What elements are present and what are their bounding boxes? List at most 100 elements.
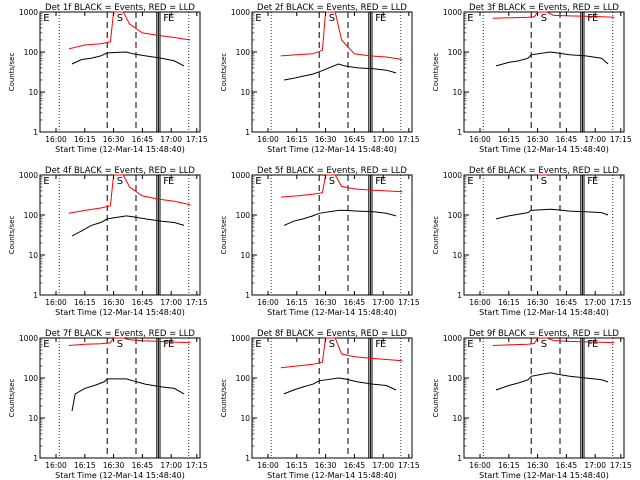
event-marker-label: S (329, 176, 335, 187)
y-axis-label: Counts/sec (220, 379, 228, 418)
x-tick-label: 16:15 (74, 461, 96, 470)
event-marker-label: E (592, 13, 598, 24)
event-marker-label: F (587, 339, 593, 350)
panel-title: Det 5f BLACK = Events, RED = LLD (257, 166, 407, 176)
x-tick-label: 16:45 (556, 461, 578, 470)
x-tick-label: 16:30 (527, 298, 549, 307)
x-tick-label: 17:00 (160, 135, 182, 144)
y-axis-label: Counts/sec (220, 216, 228, 255)
x-tick-label: 16:15 (498, 135, 520, 144)
lld-series-line (280, 174, 403, 198)
y-tick-label: 1000 (231, 8, 250, 17)
x-tick-label: 17:15 (398, 461, 420, 470)
x-axis-label: Start Time (12-Mar-14 15:48:40) (55, 308, 185, 317)
y-tick-label: 100 (24, 48, 39, 57)
x-tick-label: 17:00 (584, 135, 606, 144)
panel-det-8: Det 8f BLACK = Events, RED = LLD 1 10 100 10… (220, 329, 420, 480)
y-axis-label: Counts/sec (432, 53, 440, 92)
x-axis-label: Start Time (12-Mar-14 15:48:40) (479, 145, 609, 154)
x-tick-label: 17:00 (160, 461, 182, 470)
event-marker-label: S (541, 176, 547, 187)
plot-frame (39, 174, 201, 296)
event-marker-label: F (163, 339, 169, 350)
x-tick-label: 16:45 (344, 461, 366, 470)
x-tick-label: 16:45 (344, 135, 366, 144)
y-tick-label: 100 (448, 374, 463, 383)
event-marker-label: S (541, 339, 547, 350)
event-marker-label: E (592, 176, 598, 187)
plot-frame (251, 174, 413, 296)
lld-series-line (68, 337, 191, 346)
panel-det-5: Det 5f BLACK = Events, RED = LLD 1 10 100 10… (220, 166, 420, 317)
y-tick-label: 1000 (443, 334, 462, 343)
x-tick-label: 16:45 (132, 298, 154, 307)
panel-title: Det 7f BLACK = Events, RED = LLD (45, 329, 195, 339)
y-axis-label: Counts/sec (432, 216, 440, 255)
x-tick-label: 16:15 (286, 461, 308, 470)
x-tick-label: 17:15 (398, 135, 420, 144)
event-marker-label: E (43, 13, 49, 24)
y-tick-label: 1 (457, 128, 462, 137)
x-tick-label: 16:30 (315, 461, 337, 470)
y-tick-label: 1 (245, 291, 250, 300)
x-axis-label: Start Time (12-Mar-14 15:48:40) (267, 471, 397, 480)
y-tick-label: 10 (240, 88, 250, 97)
x-tick-label: 16:45 (556, 135, 578, 144)
y-tick-label: 10 (28, 88, 38, 97)
y-tick-label: 100 (236, 374, 251, 383)
event-marker-label: S (329, 339, 335, 350)
event-marker-label: F (163, 176, 169, 187)
x-tick-label: 17:15 (398, 298, 420, 307)
plot-frame (463, 337, 625, 459)
y-tick-label: 10 (28, 251, 38, 260)
panel-title: Det 9f BLACK = Events, RED = LLD (469, 329, 619, 339)
events-series-line (495, 51, 609, 67)
event-marker-label: E (43, 176, 49, 187)
y-tick-label: 1 (245, 454, 250, 463)
x-tick-label: 16:00 (257, 298, 279, 307)
x-tick-label: 17:00 (584, 298, 606, 307)
x-tick-label: 16:00 (257, 461, 279, 470)
plot-frame (251, 11, 413, 133)
x-tick-label: 16:00 (469, 135, 491, 144)
x-tick-label: 17:15 (610, 298, 632, 307)
lld-series-line (68, 11, 191, 50)
x-tick-label: 16:45 (132, 135, 154, 144)
x-tick-label: 16:00 (45, 298, 67, 307)
y-tick-label: 1000 (19, 8, 38, 17)
event-marker-label: E (168, 176, 174, 187)
x-tick-label: 17:00 (160, 298, 182, 307)
x-axis-label: Start Time (12-Mar-14 15:48:40) (267, 308, 397, 317)
x-tick-label: 16:00 (45, 461, 67, 470)
x-tick-label: 17:00 (584, 461, 606, 470)
y-axis-label: Counts/sec (220, 53, 228, 92)
event-marker-label: F (375, 13, 381, 24)
event-marker-label: E (255, 13, 261, 24)
event-marker-label: E (467, 339, 473, 350)
event-marker-label: E (43, 339, 49, 350)
x-tick-label: 16:30 (103, 135, 125, 144)
panel-title: Det 1f BLACK = Events, RED = LLD (45, 3, 195, 13)
x-tick-label: 16:00 (469, 461, 491, 470)
y-tick-label: 1 (33, 291, 38, 300)
events-series-line (283, 63, 397, 81)
x-tick-label: 17:00 (372, 135, 394, 144)
y-axis-label: Counts/sec (8, 53, 16, 92)
event-marker-label: F (587, 176, 593, 187)
x-tick-label: 16:30 (103, 461, 125, 470)
panel-title: Det 4f BLACK = Events, RED = LLD (45, 166, 195, 176)
y-tick-label: 10 (240, 414, 250, 423)
event-marker-label: E (592, 339, 598, 350)
y-tick-label: 100 (24, 211, 39, 220)
plot-frame (463, 174, 625, 296)
event-marker-label: E (255, 176, 261, 187)
x-tick-label: 16:45 (132, 461, 154, 470)
y-tick-label: 100 (448, 48, 463, 57)
y-axis-label: Counts/sec (8, 216, 16, 255)
x-axis-label: Start Time (12-Mar-14 15:48:40) (267, 145, 397, 154)
y-axis-label: Counts/sec (8, 379, 16, 418)
x-tick-label: 16:30 (527, 461, 549, 470)
panel-title: Det 3f BLACK = Events, RED = LLD (469, 3, 619, 13)
y-tick-label: 100 (24, 374, 39, 383)
x-tick-label: 16:15 (498, 461, 520, 470)
